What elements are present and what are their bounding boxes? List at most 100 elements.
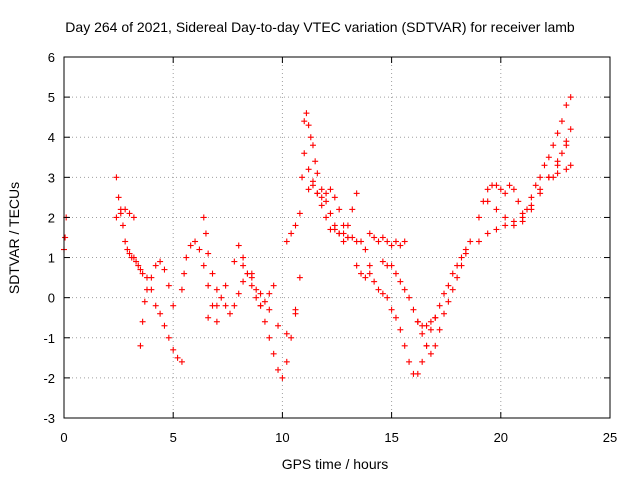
data-point bbox=[550, 142, 557, 149]
data-point bbox=[532, 182, 539, 189]
data-point bbox=[205, 250, 212, 257]
data-point bbox=[235, 242, 242, 249]
data-point bbox=[349, 206, 356, 213]
data-point bbox=[484, 230, 491, 237]
data-point bbox=[397, 278, 404, 285]
data-point bbox=[305, 166, 312, 173]
data-point bbox=[366, 270, 373, 277]
data-point bbox=[152, 302, 159, 309]
x-tick-label: 5 bbox=[170, 430, 177, 445]
data-point bbox=[401, 342, 408, 349]
data-point bbox=[366, 230, 373, 237]
data-point bbox=[375, 238, 382, 245]
data-point bbox=[119, 222, 126, 229]
data-point bbox=[340, 222, 347, 229]
data-point bbox=[362, 246, 369, 253]
data-point bbox=[449, 270, 456, 277]
data-point bbox=[419, 330, 426, 337]
data-point bbox=[554, 162, 561, 169]
data-point bbox=[261, 318, 268, 325]
x-axis-label: GPS time / hours bbox=[282, 456, 389, 472]
data-point bbox=[371, 278, 378, 285]
data-point bbox=[170, 302, 177, 309]
data-point bbox=[122, 206, 129, 213]
data-point bbox=[318, 194, 325, 201]
data-point bbox=[528, 206, 535, 213]
data-point bbox=[266, 290, 273, 297]
data-point bbox=[406, 358, 413, 365]
y-tick-label: 0 bbox=[48, 291, 55, 306]
series-s16 bbox=[475, 94, 574, 221]
data-point bbox=[563, 102, 570, 109]
series-s7 bbox=[205, 242, 299, 337]
data-point bbox=[115, 194, 122, 201]
data-point bbox=[183, 254, 190, 261]
data-point bbox=[558, 118, 565, 125]
y-tick-label: 4 bbox=[48, 130, 55, 145]
data-point bbox=[288, 334, 295, 341]
data-point bbox=[545, 154, 552, 161]
data-point bbox=[133, 258, 140, 265]
data-point bbox=[270, 282, 277, 289]
data-point bbox=[410, 306, 417, 313]
data-point bbox=[397, 242, 404, 249]
data-point bbox=[226, 310, 233, 317]
data-point bbox=[462, 250, 469, 257]
data-point bbox=[192, 238, 199, 245]
data-point bbox=[528, 194, 535, 201]
data-point bbox=[401, 286, 408, 293]
data-point bbox=[137, 266, 144, 273]
x-tick-label: 15 bbox=[384, 430, 398, 445]
y-tick-label: 3 bbox=[48, 170, 55, 185]
data-point bbox=[309, 182, 316, 189]
data-point bbox=[515, 198, 522, 205]
data-point bbox=[231, 258, 238, 265]
data-point bbox=[331, 226, 338, 233]
data-point bbox=[502, 222, 509, 229]
data-point bbox=[541, 162, 548, 169]
data-point bbox=[288, 230, 295, 237]
data-point bbox=[379, 234, 386, 241]
data-point bbox=[392, 238, 399, 245]
data-point bbox=[384, 238, 391, 245]
data-points bbox=[61, 94, 574, 381]
data-point bbox=[161, 322, 168, 329]
data-point bbox=[299, 174, 306, 181]
data-point bbox=[135, 262, 142, 269]
y-tick-label: 2 bbox=[48, 210, 55, 225]
data-point bbox=[209, 270, 216, 277]
data-point bbox=[139, 270, 146, 277]
data-point bbox=[122, 238, 129, 245]
series-s15 bbox=[414, 314, 439, 329]
data-point bbox=[375, 286, 382, 293]
data-point bbox=[567, 162, 574, 169]
data-point bbox=[305, 122, 312, 129]
chart-title: Day 264 of 2021, Sidereal Day-to-day VTE… bbox=[65, 19, 575, 35]
data-point bbox=[318, 186, 325, 193]
data-point bbox=[388, 306, 395, 313]
y-tick-label: -3 bbox=[43, 411, 55, 426]
data-point bbox=[327, 186, 334, 193]
data-point bbox=[126, 210, 133, 217]
data-point bbox=[152, 262, 159, 269]
data-point bbox=[427, 326, 434, 333]
data-point bbox=[213, 318, 220, 325]
data-point bbox=[497, 186, 504, 193]
data-point bbox=[261, 298, 268, 305]
data-point bbox=[323, 190, 330, 197]
data-point bbox=[358, 270, 365, 277]
data-point bbox=[275, 322, 282, 329]
data-point bbox=[253, 286, 260, 293]
data-point bbox=[441, 290, 448, 297]
series-s9 bbox=[283, 110, 360, 245]
data-point bbox=[244, 270, 251, 277]
data-point bbox=[436, 326, 443, 333]
data-point bbox=[213, 286, 220, 293]
data-point bbox=[519, 218, 526, 225]
series-s13 bbox=[366, 230, 408, 249]
data-point bbox=[161, 266, 168, 273]
data-point bbox=[231, 302, 238, 309]
tick-labels: 0 5 10 15 20 25 -3 -2 -1 0 1 2 3 4 5 6 bbox=[43, 50, 617, 445]
data-point bbox=[427, 350, 434, 357]
